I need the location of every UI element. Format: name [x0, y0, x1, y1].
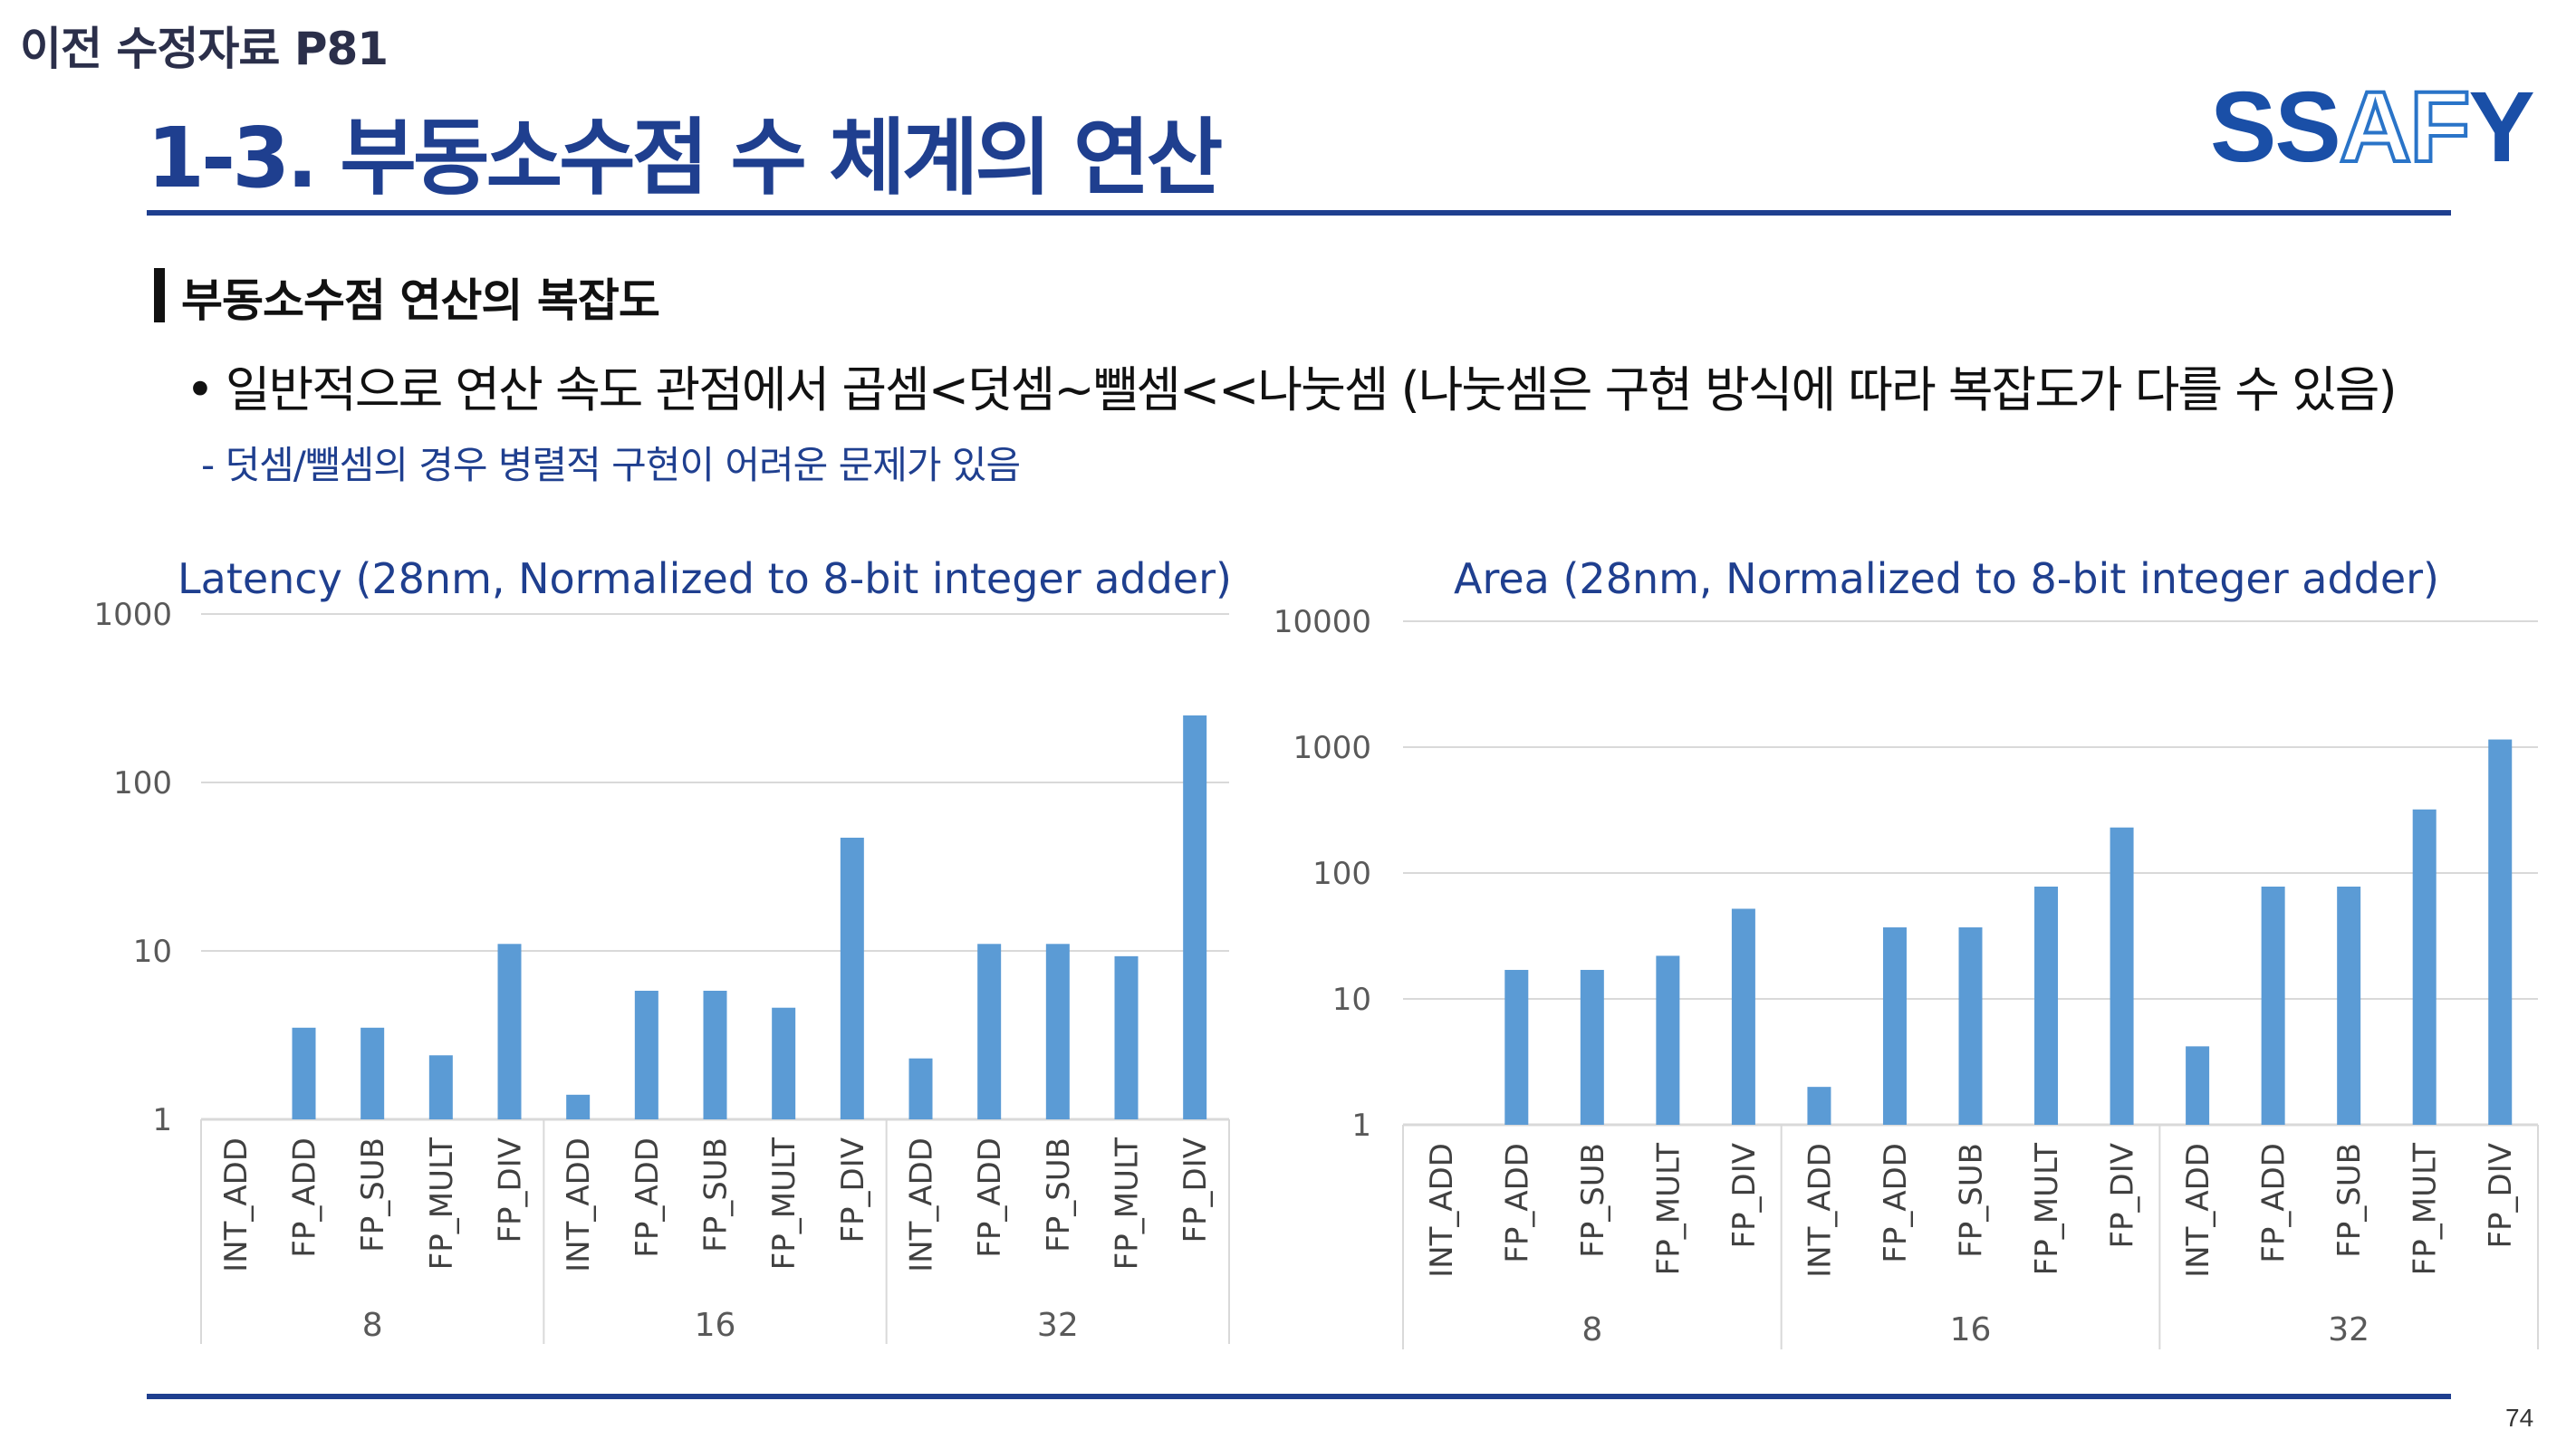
y-tick-label: 1: [1351, 1108, 1371, 1144]
group-label: 16: [1950, 1311, 1992, 1348]
bar: [360, 1027, 385, 1119]
category-label: INT_ADD: [904, 1137, 940, 1272]
logo-part-2: AF: [2338, 72, 2473, 183]
category-label: FP_MULT: [1110, 1137, 1146, 1271]
section-marker: [154, 268, 165, 322]
y-tick-label: 1000: [93, 597, 172, 633]
category-label: FP_SUB: [1954, 1143, 1990, 1258]
bullet-text: • 일반적으로 연산 속도 관점에서 곱셈<덧셈~뺄셈<<나눗셈 (나눗셈은 구현…: [186, 350, 2398, 421]
group-label: 16: [695, 1307, 736, 1344]
bar: [497, 944, 522, 1119]
bar: [1807, 1087, 1831, 1125]
bar: [1656, 955, 1680, 1125]
bar: [1958, 927, 1983, 1125]
bar: [292, 1027, 316, 1119]
category-label: FP_ADD: [1499, 1143, 1535, 1263]
category-label: FP_MULT: [1650, 1143, 1687, 1276]
group-label: 8: [1581, 1311, 1602, 1348]
category-label: FP_ADD: [972, 1137, 1008, 1258]
bar: [2034, 886, 2059, 1125]
bar: [2186, 1046, 2210, 1125]
bar: [977, 944, 1002, 1119]
category-label: FP_SUB: [1041, 1137, 1077, 1252]
bar: [772, 1007, 796, 1119]
category-label: INT_ADD: [1424, 1143, 1460, 1278]
bar: [1114, 955, 1139, 1119]
category-label: FP_SUB: [2331, 1143, 2368, 1258]
title-divider: [147, 210, 2451, 216]
logo-part-3: Y: [2468, 72, 2534, 183]
footer-divider: [147, 1394, 2451, 1399]
category-label: FP_DIV: [1726, 1143, 1763, 1249]
category-label: FP_DIV: [493, 1137, 529, 1243]
area-chart-title: Area (28nm, Normalized to 8-bit integer …: [1454, 554, 2440, 603]
latency-chart-title: Latency (28nm, Normalized to 8-bit integ…: [178, 554, 1232, 603]
bullet-marker: •: [186, 361, 215, 418]
category-label: FP_ADD: [630, 1137, 666, 1258]
y-tick-label: 1: [152, 1102, 172, 1138]
category-label: INT_ADD: [1802, 1143, 1838, 1278]
y-tick-label: 10000: [1274, 604, 1371, 640]
bar: [428, 1055, 453, 1119]
group-label: 8: [362, 1307, 383, 1344]
bar: [1504, 969, 1529, 1125]
logo-part-1: SS: [2210, 72, 2341, 183]
bullet-body: 일반적으로 연산 속도 관점에서 곱셈<덧셈~뺄셈<<나눗셈 (나눗셈은 구현 …: [225, 361, 2398, 418]
group-label: 32: [2328, 1311, 2369, 1348]
category-label: FP_SUB: [698, 1137, 735, 1252]
section-title: 부동소수점 연산의 복잡도: [181, 274, 660, 327]
bar: [703, 991, 727, 1119]
bar: [2412, 809, 2437, 1125]
y-tick-label: 100: [1312, 856, 1371, 892]
category-label: FP_SUB: [355, 1137, 391, 1252]
category-label: FP_MULT: [766, 1137, 803, 1271]
category-label: INT_ADD: [561, 1137, 597, 1272]
bar: [840, 837, 864, 1119]
top-label: 이전 수정자료 P81: [20, 23, 389, 75]
category-label: FP_ADD: [2256, 1143, 2292, 1263]
bar: [908, 1058, 933, 1119]
group-label: 32: [1037, 1307, 1079, 1344]
ssafy-logo: SSAFY: [2210, 76, 2535, 179]
y-tick-label: 100: [113, 765, 172, 801]
category-label: FP_ADD: [287, 1137, 323, 1258]
category-label: INT_ADD: [2180, 1143, 2216, 1278]
category-label: INT_ADD: [218, 1137, 255, 1272]
category-label: FP_ADD: [1878, 1143, 1914, 1263]
category-label: FP_DIV: [835, 1137, 871, 1243]
category-label: FP_MULT: [2029, 1143, 2065, 1276]
category-label: FP_SUB: [1575, 1143, 1611, 1258]
category-label: FP_MULT: [424, 1137, 460, 1271]
page-title: 1-3. 부동소수점 수 체계의 연산: [147, 110, 1223, 206]
y-tick-label: 1000: [1293, 730, 1371, 766]
bar: [634, 991, 658, 1119]
bar: [2488, 739, 2513, 1125]
bar: [1045, 944, 1070, 1119]
bar: [1183, 715, 1207, 1119]
category-label: FP_MULT: [2408, 1143, 2444, 1276]
bar: [1580, 969, 1604, 1125]
y-tick-label: 10: [1332, 982, 1371, 1018]
category-label: FP_DIV: [2483, 1143, 2519, 1249]
category-label: FP_DIV: [1177, 1137, 1214, 1243]
bar: [566, 1094, 591, 1119]
sub-bullet-text: - 덧셈/뺄셈의 경우 병렬적 구현이 어려운 문제가 있음: [201, 443, 1021, 487]
y-tick-label: 10: [133, 934, 172, 970]
bar: [1731, 908, 1755, 1125]
category-label: FP_DIV: [2105, 1143, 2141, 1249]
bar: [2110, 827, 2134, 1125]
bar: [2261, 886, 2285, 1125]
bar: [2337, 886, 2361, 1125]
bar: [1882, 927, 1907, 1125]
page-number: 74: [2505, 1404, 2534, 1432]
